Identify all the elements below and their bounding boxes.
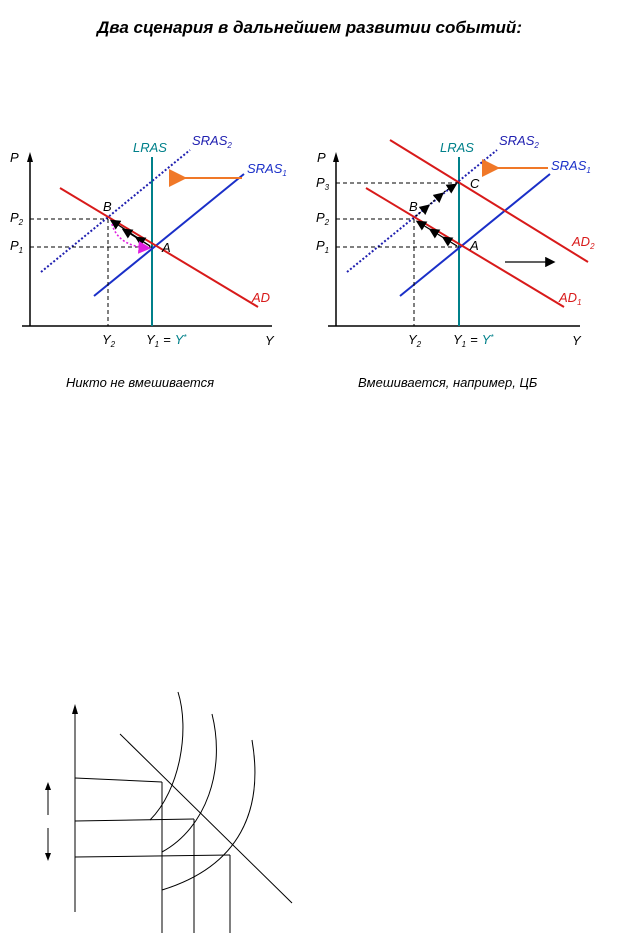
left-sras1-label: SRAS1	[247, 161, 287, 178]
right-y1-label: Y1 = Y*	[453, 332, 494, 349]
right-path-arrow-2	[429, 192, 444, 205]
right-point-a: A	[469, 238, 479, 253]
left-axis-y-label: Y	[265, 333, 275, 348]
left-axis-p-label: P	[10, 150, 19, 165]
left-y1-label: Y1 = Y*	[146, 332, 187, 349]
right-ad2-line	[389, 139, 589, 263]
right-ad1-label: AD1	[558, 290, 582, 307]
left-panel: P Y LRAS SRAS2 SRAS1 AD B A P2 P1 Y2 Y1 =…	[10, 133, 287, 349]
left-y-axis-arrow	[27, 152, 33, 162]
sketch-down-arrowhead	[45, 853, 51, 861]
right-adjust-arrow-2	[428, 228, 445, 239]
left-p1-label: P1	[10, 238, 23, 255]
sketch-level-3	[74, 854, 231, 858]
right-sras2-label: SRAS2	[499, 133, 539, 150]
right-axis-y-label: Y	[572, 333, 582, 348]
left-caption: Никто не вмешивается	[66, 375, 215, 390]
right-p3-label: P3	[316, 175, 330, 192]
right-axis-p-label: P	[317, 150, 326, 165]
right-p1-label: P1	[316, 238, 329, 255]
sketch-y-axis-arrow	[72, 704, 78, 714]
sketch-curve-2	[161, 713, 217, 853]
right-sras1-label: SRAS1	[551, 158, 591, 175]
left-point-a: A	[161, 240, 171, 255]
right-ad2-label: AD2	[571, 234, 595, 251]
page-title: Два сценария в дальнейшем развитии событ…	[97, 18, 522, 37]
right-sras1-line	[399, 173, 551, 297]
right-point-c: C	[470, 176, 480, 191]
left-sras1-line	[93, 173, 245, 297]
right-caption: Вмешивается, например, ЦБ	[358, 375, 538, 390]
right-y-axis-arrow	[333, 152, 339, 162]
left-sras2-line	[40, 149, 191, 273]
left-ad-label: AD	[251, 290, 270, 305]
bottom-sketch	[45, 691, 293, 933]
left-return-path	[111, 223, 152, 254]
right-lras-label: LRAS	[440, 140, 474, 155]
right-y2-label: Y2	[408, 332, 422, 349]
right-p2-label: P2	[316, 210, 330, 227]
left-adjust-arrow-3	[121, 228, 138, 239]
sketch-curve-3	[161, 739, 256, 891]
right-point-b: B	[409, 199, 418, 214]
right-adjust-arrow-3	[415, 220, 432, 231]
left-y2-label: Y2	[102, 332, 116, 349]
sketch-diagonal	[119, 733, 293, 904]
right-ad1-line	[365, 187, 565, 308]
sketch-level-2	[74, 818, 195, 822]
left-sras2-label: SRAS2	[192, 133, 232, 150]
left-point-b: B	[103, 199, 112, 214]
right-adjust-arrow-1	[441, 236, 458, 247]
sketch-level-1	[74, 777, 163, 783]
sketch-curve-1	[149, 691, 184, 821]
left-ad-line	[59, 187, 259, 308]
left-lras-label: LRAS	[133, 140, 167, 155]
sketch-up-arrowhead	[45, 782, 51, 790]
right-panel: P Y LRAS SRAS2 SRAS1 AD2 AD1	[316, 133, 595, 349]
right-path-arrow-1	[415, 204, 430, 217]
left-p2-label: P2	[10, 210, 24, 227]
